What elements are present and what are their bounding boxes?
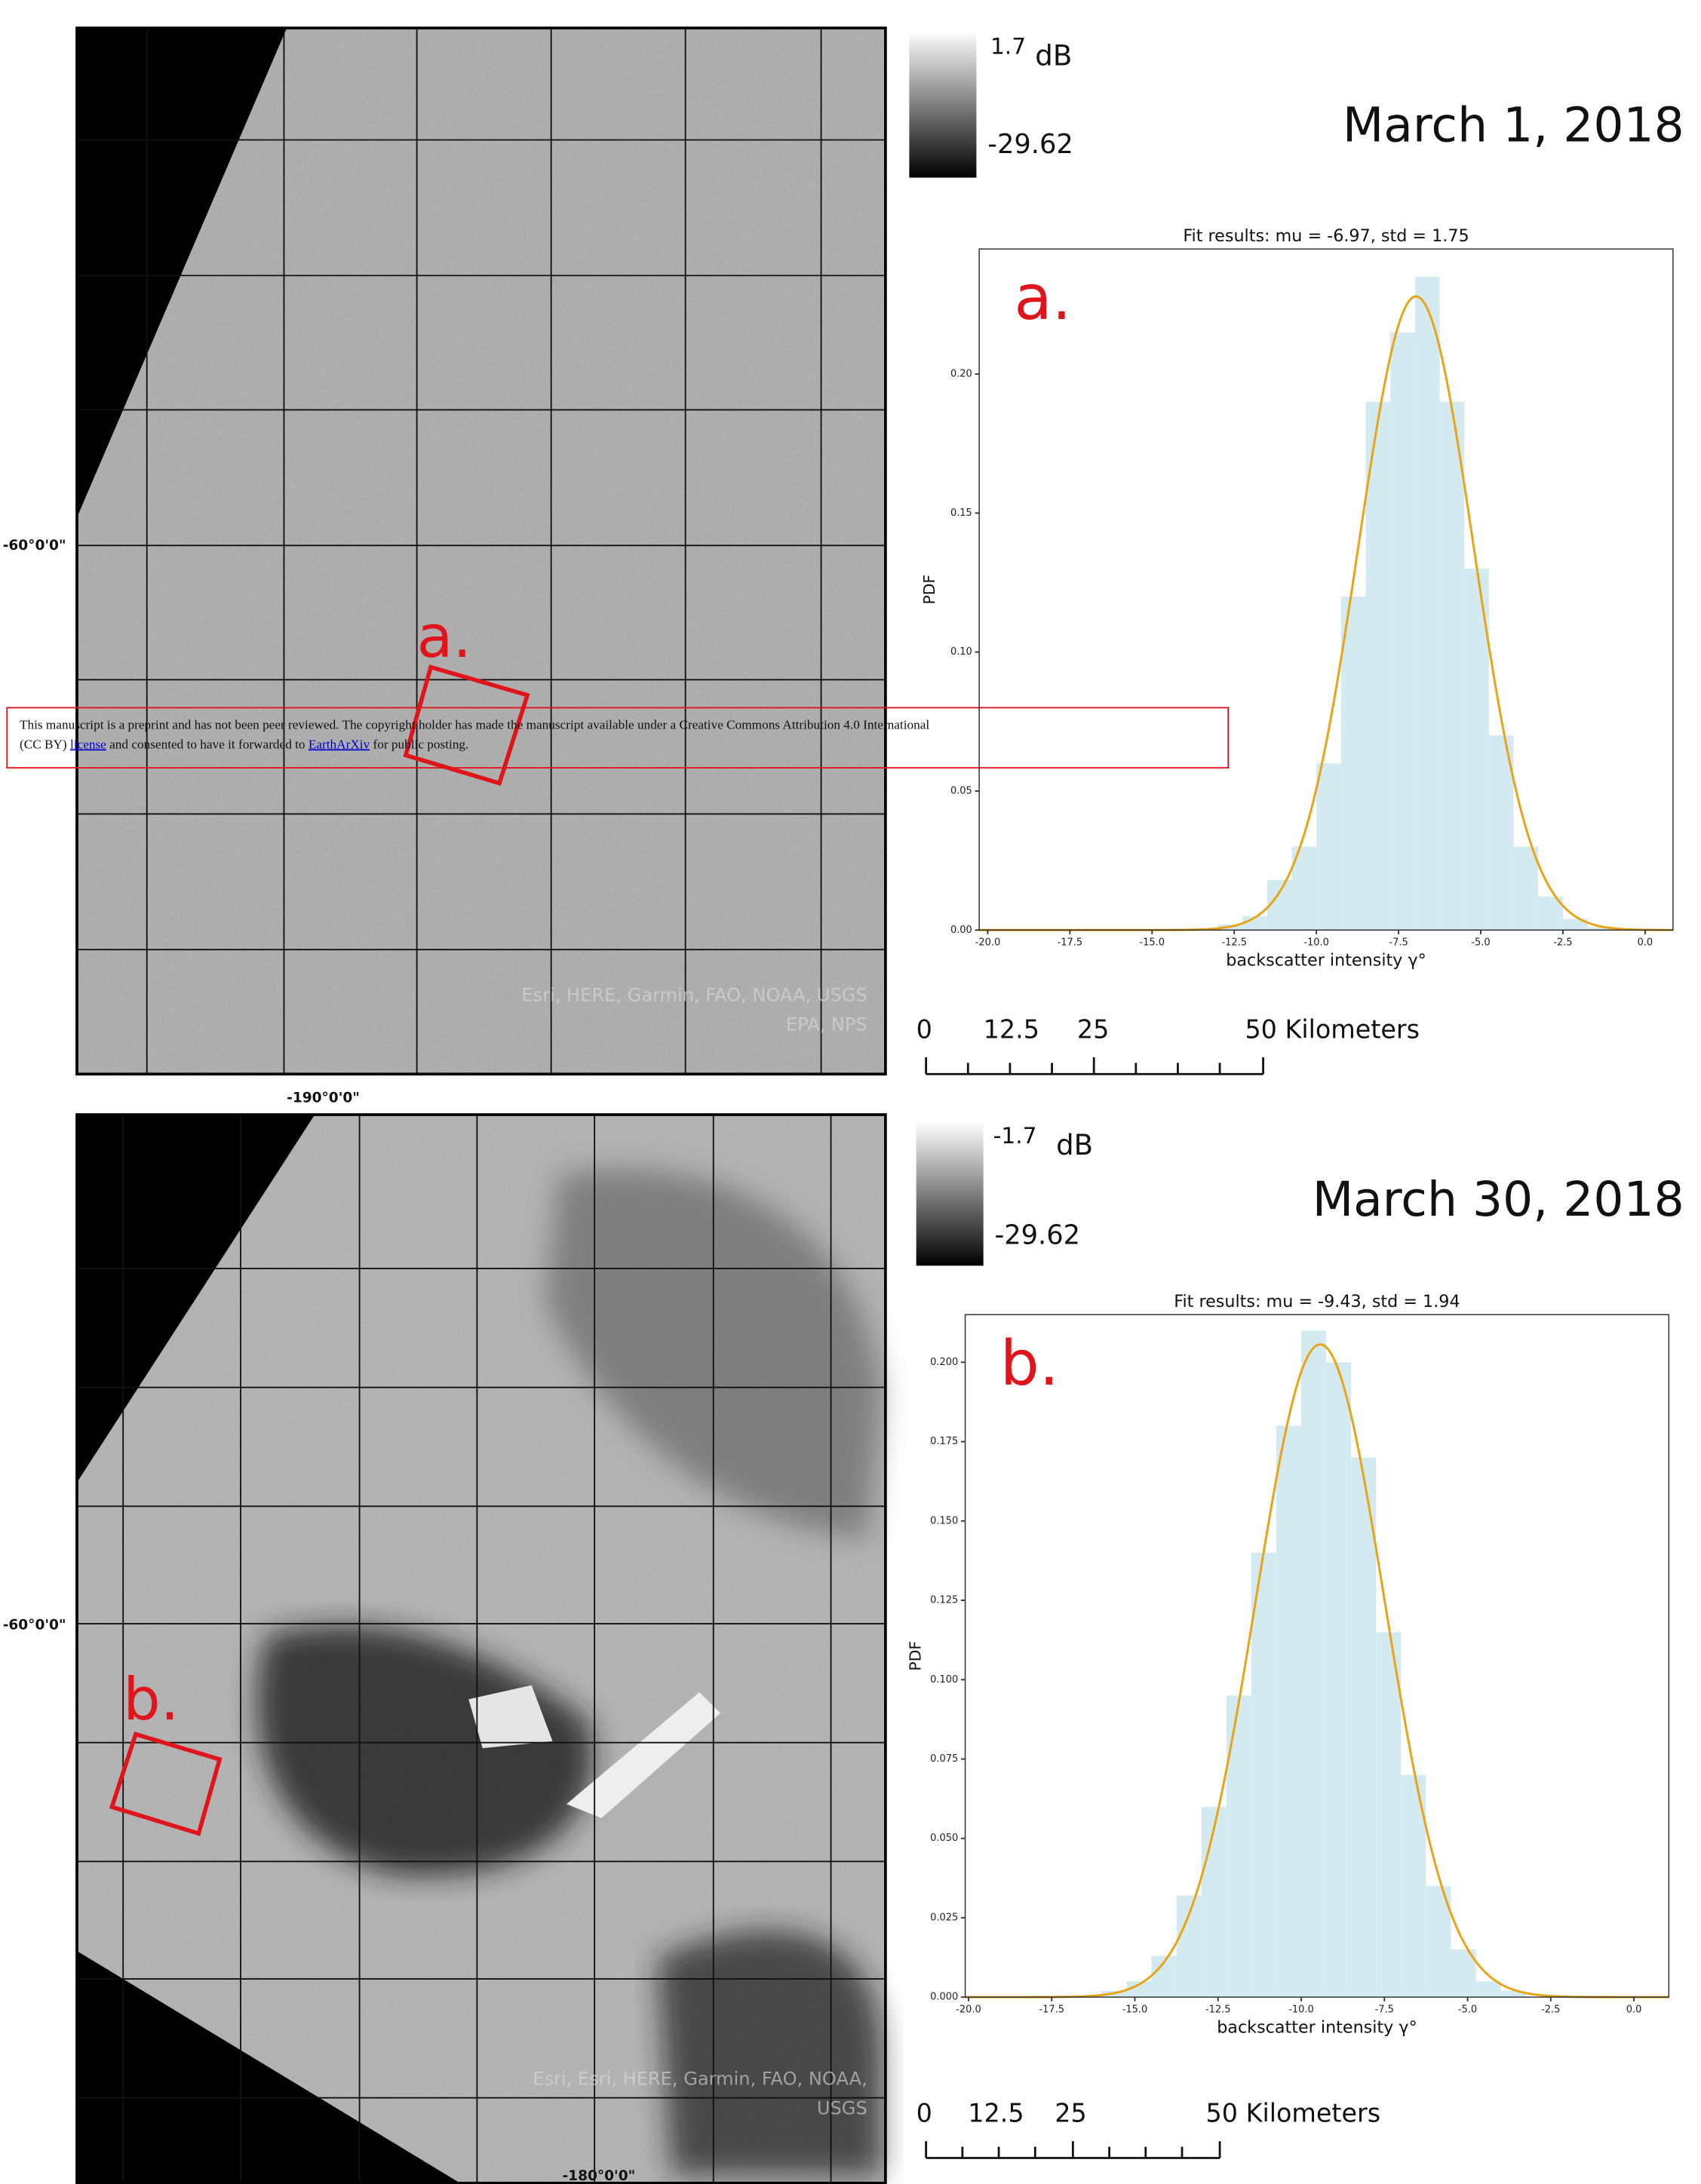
y-tick-label: 0.00 xyxy=(950,925,972,936)
y-axis-label: PDF xyxy=(920,575,938,605)
license-link[interactable]: license xyxy=(70,737,106,751)
x-tick-label: -17.5 xyxy=(1058,937,1083,948)
colorbar-unit: dB xyxy=(1056,1129,1093,1161)
bar xyxy=(1341,597,1366,930)
scale-label: 12.5 xyxy=(984,1014,1039,1044)
y-tick-label: 0.025 xyxy=(930,1912,958,1923)
lat-label: -60°0'0" xyxy=(3,1617,66,1633)
x-axis-label: backscatter intensity γ° xyxy=(1217,2017,1417,2037)
x-tick-label: -10.0 xyxy=(1288,2004,1314,2015)
y-tick-label: 0.175 xyxy=(930,1436,958,1447)
date: March 30, 2018 xyxy=(1313,1171,1684,1227)
bar xyxy=(1514,847,1539,931)
panel-label: b. xyxy=(1000,1328,1059,1400)
bar xyxy=(1351,1458,1376,1998)
scale-label: 25 xyxy=(1055,2098,1086,2127)
scale-label: 0 xyxy=(917,1014,932,1044)
bar xyxy=(1301,1330,1326,1997)
chart-title: Fit results: mu = -6.97, std = 1.75 xyxy=(1183,226,1469,246)
x-tick-label: -12.5 xyxy=(1221,937,1247,948)
notice-text: and consented to have it forwarded to xyxy=(106,737,309,751)
notice-text: This manuscript is a preprint and has no… xyxy=(20,717,929,732)
scale-label: 12.5 xyxy=(968,2098,1024,2127)
notice-text: (CC BY) license and consented to have it… xyxy=(20,737,468,751)
x-tick-label: 0.0 xyxy=(1626,2004,1642,2015)
bar xyxy=(1415,277,1440,930)
map-top xyxy=(77,28,886,1074)
bar xyxy=(1202,1807,1227,1998)
colorbar-min: -29.62 xyxy=(987,129,1073,160)
bar xyxy=(1316,763,1341,930)
x-tick-label: -20.0 xyxy=(956,2004,981,2015)
lon-label: -180°0'0" xyxy=(562,2168,635,2184)
colorbar-min: -29.62 xyxy=(995,1219,1081,1250)
y-tick-label: 0.20 xyxy=(950,369,972,380)
bar xyxy=(1251,1553,1276,1997)
x-tick-label: -17.5 xyxy=(1039,2004,1064,2015)
colorbar-unit: dB xyxy=(1035,40,1072,72)
x-tick-label: -15.0 xyxy=(1122,2004,1148,2015)
scale-label: 50 Kilometers xyxy=(1245,1014,1420,1044)
lon-label: -190°0'0" xyxy=(287,1090,360,1106)
x-tick-label: -2.5 xyxy=(1541,2004,1560,2015)
y-tick-label: 0.125 xyxy=(930,1595,958,1606)
x-tick-label: -7.5 xyxy=(1389,937,1408,948)
x-tick-label: -5.0 xyxy=(1458,2004,1477,2015)
attribution: Esri, HERE, Garmin, FAO, NOAA, USGS xyxy=(521,984,867,1005)
x-axis-label: backscatter intensity γ° xyxy=(1226,951,1426,971)
map-bottom xyxy=(77,1115,886,2184)
y-tick-label: 0.10 xyxy=(950,646,972,658)
bar xyxy=(1440,402,1465,930)
box-label: b. xyxy=(123,1666,179,1734)
y-tick-label: 0.200 xyxy=(930,1357,958,1368)
x-tick-label: -15.0 xyxy=(1140,937,1165,948)
eartharxiv-link[interactable]: EarthArXiv xyxy=(309,737,370,751)
bar xyxy=(1227,1695,1251,1997)
x-tick-label: -20.0 xyxy=(975,937,1001,948)
y-axis-label: PDF xyxy=(907,1641,925,1671)
colorbar xyxy=(917,1121,984,1265)
x-tick-label: -7.5 xyxy=(1375,2004,1394,2015)
y-tick-label: 0.100 xyxy=(930,1674,958,1686)
bar xyxy=(1366,402,1391,930)
colorbar xyxy=(909,31,976,178)
scale-label: 25 xyxy=(1077,1014,1109,1044)
attribution: USGS xyxy=(817,2098,867,2119)
colorbar-max: 1.7 xyxy=(990,33,1026,60)
y-tick-label: 0.150 xyxy=(930,1515,958,1526)
chart-title: Fit results: mu = -9.43, std = 1.94 xyxy=(1174,1292,1460,1311)
figure: March 1, 2018 March 30, 2018 1.7 dB -29.… xyxy=(0,0,1701,2184)
y-tick-label: 0.000 xyxy=(930,1992,958,2003)
scale-label: 0 xyxy=(917,2098,932,2127)
bar xyxy=(1476,1981,1501,1997)
x-tick-label: -5.0 xyxy=(1471,937,1490,948)
y-tick-label: 0.050 xyxy=(930,1833,958,1844)
bar xyxy=(1376,1632,1401,1997)
bar xyxy=(1177,1896,1202,1998)
x-tick-label: -12.5 xyxy=(1205,2004,1231,2015)
x-tick-label: -10.0 xyxy=(1303,937,1329,948)
y-tick-label: 0.05 xyxy=(950,785,972,796)
scale-label: 50 Kilometers xyxy=(1206,2098,1381,2127)
y-tick-label: 0.15 xyxy=(950,508,972,519)
notice-text: for public posting. xyxy=(370,737,468,751)
x-tick-label: 0.0 xyxy=(1638,937,1653,948)
date: March 1, 2018 xyxy=(1343,97,1684,153)
colorbar-max: -1.7 xyxy=(993,1122,1037,1149)
bar xyxy=(1276,1426,1301,1998)
attribution: Esri, Esri, HERE, Garmin, FAO, NOAA, xyxy=(533,2069,867,2090)
lat-label: -60°0'0" xyxy=(3,538,66,554)
x-tick-label: -2.5 xyxy=(1553,937,1572,948)
attribution: EPA, NPS xyxy=(786,1014,867,1035)
box-label: a. xyxy=(417,603,471,671)
bar xyxy=(1326,1362,1351,1997)
y-tick-label: 0.075 xyxy=(930,1753,958,1765)
panel-label: a. xyxy=(1014,262,1071,334)
notice-text: (CC BY) xyxy=(20,737,70,751)
bar xyxy=(1390,333,1415,931)
